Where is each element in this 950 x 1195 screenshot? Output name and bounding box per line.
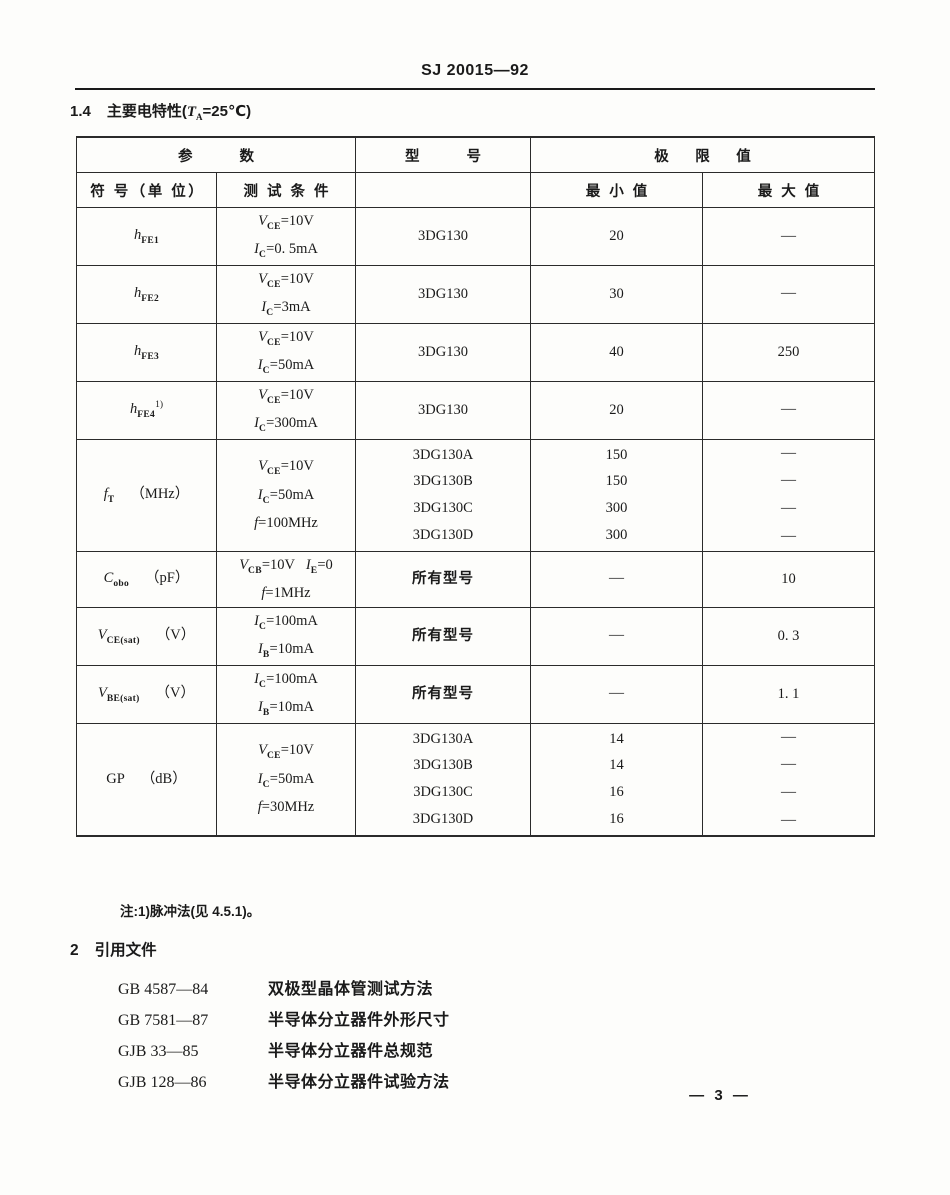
header-max: 最 大 值 <box>702 172 875 208</box>
reference-item: GJB 128—86 半导体分立器件试验方法 <box>118 1068 450 1092</box>
cell-max-value: 10 <box>702 550 875 608</box>
cell-symbol-unit: VBE(sat) （V） <box>76 664 217 724</box>
running-head-standard-number: SJ 20015—92 <box>421 62 529 79</box>
cell-max-value: — — — — <box>702 722 875 837</box>
reference-title: 双极型晶体管测试方法 <box>268 981 434 998</box>
page-folio: — 3 — <box>689 1087 751 1104</box>
table-footnote: 注:1)脉冲法(见 4.5.1)。 <box>120 904 261 919</box>
cell-type: 3DG130 <box>355 380 531 440</box>
section2-number: 2 <box>70 942 79 959</box>
reference-code: GJB 128—86 <box>118 1074 207 1091</box>
reference-title: 半导体分立器件总规范 <box>268 1043 434 1060</box>
cell-test-conditions: VCE=10V IC=50mA f=30MHz <box>216 722 356 837</box>
table-body: hFE1 VCE=10V IC=0. 5mA 3DG130 20— hFE2 VCE=10V… <box>76 207 875 837</box>
cell-type: 3DG130A 3DG130B 3DG130C 3DG130D <box>355 438 531 552</box>
cell-type: 3DG130 <box>355 322 531 382</box>
cell-type: 所有型号 <box>355 550 531 608</box>
cell-test-conditions: IC=100mA IB=10mA <box>216 606 356 666</box>
cell-min-value: 40 <box>530 322 703 382</box>
table-row: VCE(sat) （V） IC=100mA IB=10mA 所有型号 —0. 3 <box>76 606 875 666</box>
cell-min-value: 20 <box>530 207 703 266</box>
reference-list: GB 4587—84 双极型晶体管测试方法 GB 7581—87 半导体分立器件外形尺… <box>118 975 450 1099</box>
cell-max-value: 0. 3 <box>702 606 875 666</box>
cell-test-conditions: VCE=10V IC=0. 5mA <box>216 207 356 266</box>
table-row: Cobo （pF） VCB=10V IE=0 f=1MHz 所有型号 —10 <box>76 550 875 608</box>
cell-symbol-unit: hFE41) <box>76 380 217 440</box>
table-row: hFE2 VCE=10V IC=3mA 3DG130 30— <box>76 264 875 324</box>
cell-symbol-unit: VCE(sat) （V） <box>76 606 217 666</box>
cell-test-conditions: VCB=10V IE=0 f=1MHz <box>216 550 356 608</box>
header-parameter: 参 数 <box>76 136 356 173</box>
section-title-suffix: =25℃) <box>202 103 252 120</box>
header-rule <box>75 88 875 90</box>
table-head: 参 数 型 号 极 限 值 符 号（单 位） 测 试 条 件 最 小 值 最 大… <box>76 136 875 208</box>
cell-min-value: 150 150 300 300 <box>530 438 703 552</box>
header-test-conditions: 测 试 条 件 <box>216 172 356 208</box>
section-title-prefix: 主要电特性( <box>106 103 187 120</box>
cell-max-value: — <box>702 207 875 266</box>
reference-title: 半导体分立器件试验方法 <box>268 1074 450 1091</box>
reference-item: GB 4587—84 双极型晶体管测试方法 <box>118 975 450 999</box>
table-group-header-row: 参 数 型 号 极 限 值 <box>76 136 875 173</box>
cell-max-value: — — — — <box>702 438 875 552</box>
cell-symbol-unit: hFE3 <box>76 322 217 382</box>
cell-min-value: 20 <box>530 380 703 440</box>
cell-type: 3DG130A 3DG130B 3DG130C 3DG130D <box>355 722 531 837</box>
cell-type: 所有型号 <box>355 664 531 724</box>
reference-item: GB 7581—87 半导体分立器件外形尺寸 <box>118 1006 450 1030</box>
reference-title: 半导体分立器件外形尺寸 <box>268 1012 450 1029</box>
cell-symbol-unit: hFE1 <box>76 207 217 266</box>
cell-test-conditions: IC=100mA IB=10mA <box>216 664 356 724</box>
table-sub-header-row: 符 号（单 位） 测 试 条 件 最 小 值 最 大 值 <box>76 172 875 208</box>
cell-min-value: — <box>530 606 703 666</box>
reference-item: GJB 33—85 半导体分立器件总规范 <box>118 1037 450 1061</box>
cell-min-value: 14 14 16 16 <box>530 722 703 837</box>
cell-symbol-unit: hFE2 <box>76 264 217 324</box>
cell-type: 3DG130 <box>355 264 531 324</box>
table-row: GP （dB） VCE=10V IC=50mA f=30MHz 3DG130A 3DG130… <box>76 722 875 837</box>
section-title-symbol: TA <box>186 104 203 122</box>
reference-code: GJB 33—85 <box>118 1043 199 1060</box>
electrical-characteristics-table: 参 数 型 号 极 限 值 符 号（单 位） 测 试 条 件 最 小 值 最 大… <box>76 136 875 837</box>
table-row: hFE1 VCE=10V IC=0. 5mA 3DG130 20— <box>76 207 875 266</box>
cell-symbol-unit: Cobo （pF） <box>76 550 217 608</box>
cell-test-conditions: VCE=10V IC=50mA <box>216 322 356 382</box>
header-type-blank <box>355 172 531 208</box>
cell-min-value: — <box>530 550 703 608</box>
cell-max-value: 1. 1 <box>702 664 875 724</box>
cell-test-conditions: VCE=10V IC=300mA <box>216 380 356 440</box>
reference-code: GB 7581—87 <box>118 1012 209 1029</box>
table-row: VBE(sat) （V） IC=100mA IB=10mA 所有型号 —1. 1 <box>76 664 875 724</box>
cell-type: 所有型号 <box>355 606 531 666</box>
cell-min-value: — <box>530 664 703 724</box>
cell-symbol-unit: fT （MHz） <box>76 438 217 552</box>
section-number: 1.4 <box>70 103 91 120</box>
header-limits: 极 限 值 <box>530 136 875 173</box>
cell-symbol-unit: GP （dB） <box>76 722 217 837</box>
section-heading-2: 2 引用文件 <box>70 938 157 960</box>
section2-title: 引用文件 <box>94 942 157 959</box>
header-symbol-unit: 符 号（单 位） <box>76 172 217 208</box>
cell-test-conditions: VCE=10V IC=50mA f=100MHz <box>216 438 356 552</box>
cell-max-value: — <box>702 264 875 324</box>
reference-code: GB 4587—84 <box>118 981 209 998</box>
cell-max-value: 250 <box>702 322 875 382</box>
table-row: hFE41) VCE=10V IC=300mA 3DG130 20— <box>76 380 875 440</box>
cell-max-value: — <box>702 380 875 440</box>
table-row: fT （MHz） VCE=10V IC=50mA f=100MHz 3DG130A 3DG1… <box>76 438 875 552</box>
table-row: hFE3 VCE=10V IC=50mA 3DG130 40 250 <box>76 322 875 382</box>
cell-test-conditions: VCE=10V IC=3mA <box>216 264 356 324</box>
cell-min-value: 30 <box>530 264 703 324</box>
section-heading-1-4: 1.4 主要电特性(TA=25℃) <box>70 100 251 122</box>
header-type: 型 号 <box>355 136 531 173</box>
cell-type: 3DG130 <box>355 207 531 266</box>
header-min: 最 小 值 <box>530 172 703 208</box>
